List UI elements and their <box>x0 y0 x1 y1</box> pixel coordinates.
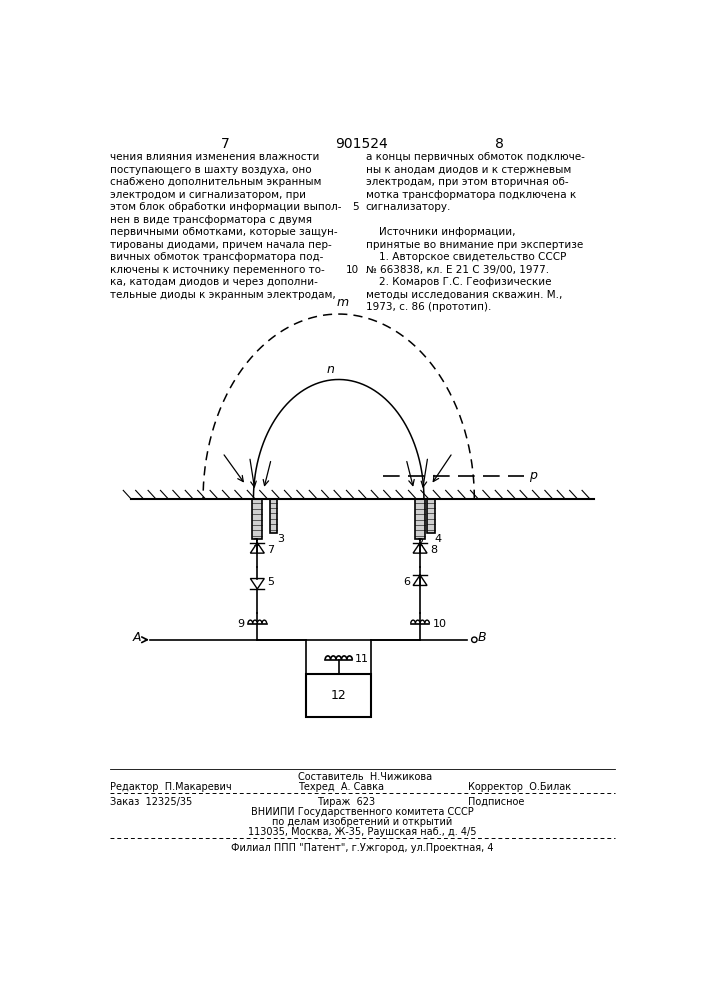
Polygon shape <box>250 579 264 589</box>
Text: тированы диодами, причем начала пер-: тированы диодами, причем начала пер- <box>110 240 332 250</box>
Text: мотка трансформатора подключена к: мотка трансформатора подключена к <box>366 190 576 200</box>
Text: 7: 7 <box>221 137 230 151</box>
Text: 9: 9 <box>237 619 244 629</box>
Text: B: B <box>477 631 486 644</box>
Polygon shape <box>413 543 427 553</box>
Text: по делам изобретений и открытий: по делам изобретений и открытий <box>271 817 452 827</box>
Text: вичных обмоток трансформатора под-: вичных обмоток трансформатора под- <box>110 252 323 262</box>
Text: 113035, Москва, Ж-35, Раушская наб., д. 4/5: 113035, Москва, Ж-35, Раушская наб., д. … <box>247 827 477 837</box>
Text: Филиал ППП "Патент", г.Ужгород, ул.Проектная, 4: Филиал ППП "Патент", г.Ужгород, ул.Проек… <box>230 843 493 853</box>
Text: Подписное: Подписное <box>468 797 525 807</box>
Text: ВНИИПИ Государственного комитета СССР: ВНИИПИ Государственного комитета СССР <box>250 807 473 817</box>
Text: а концы первичных обмоток подключе-: а концы первичных обмоток подключе- <box>366 152 585 162</box>
Text: Заказ  12325/35: Заказ 12325/35 <box>110 797 192 807</box>
Text: Источники информации,: Источники информации, <box>366 227 515 237</box>
Text: 8: 8 <box>495 137 503 151</box>
Text: 7: 7 <box>267 545 274 555</box>
Text: 10: 10 <box>345 265 358 275</box>
Polygon shape <box>413 575 427 585</box>
Text: 1973, с. 86 (прототип).: 1973, с. 86 (прототип). <box>366 302 491 312</box>
Text: 1. Авторское свидетельство СССР: 1. Авторское свидетельство СССР <box>366 252 566 262</box>
Text: первичными обмотками, которые защун-: первичными обмотками, которые защун- <box>110 227 338 237</box>
Text: ключены к источнику переменного то-: ключены к источнику переменного то- <box>110 265 325 275</box>
Text: 901524: 901524 <box>336 137 388 151</box>
Text: 2: 2 <box>416 538 423 548</box>
Text: Редактор  П.Макаревич: Редактор П.Макаревич <box>110 782 232 792</box>
Text: ны к анодам диодов и к стержневым: ны к анодам диодов и к стержневым <box>366 165 571 175</box>
Text: снабжено дополнительным экранным: снабжено дополнительным экранным <box>110 177 322 187</box>
Text: Техред  А. Савка: Техред А. Савка <box>298 782 384 792</box>
Text: нен в виде трансформатора с двумя: нен в виде трансформатора с двумя <box>110 215 312 225</box>
Bar <box>427 499 435 533</box>
Text: m: m <box>337 296 349 309</box>
Text: 11: 11 <box>355 654 368 664</box>
Text: 10: 10 <box>433 619 447 629</box>
Text: 1: 1 <box>253 538 260 548</box>
Text: электродам, при этом вторичная об-: электродам, при этом вторичная об- <box>366 177 568 187</box>
Text: n: n <box>327 363 335 376</box>
Text: ка, катодам диодов и через дополни-: ка, катодам диодов и через дополни- <box>110 277 318 287</box>
Text: тельные диоды к экранным электродам,: тельные диоды к экранным электродам, <box>110 290 336 300</box>
Text: A: A <box>133 631 141 644</box>
Text: 4: 4 <box>434 534 441 544</box>
Bar <box>252 499 262 539</box>
Text: методы исследования скважин. М.,: методы исследования скважин. М., <box>366 290 562 300</box>
Text: электродом и сигнализатором, при: электродом и сигнализатором, при <box>110 190 306 200</box>
Text: 5: 5 <box>267 577 274 587</box>
Text: принятые во внимание при экспертизе: принятые во внимание при экспертизе <box>366 240 583 250</box>
Text: 12: 12 <box>331 689 346 702</box>
Text: Составитель  Н.Чижикова: Составитель Н.Чижикова <box>298 772 432 782</box>
Text: 5: 5 <box>352 202 359 212</box>
Text: Корректор  О.Билак: Корректор О.Билак <box>468 782 571 792</box>
Text: чения влияния изменения влажности: чения влияния изменения влажности <box>110 152 320 162</box>
Text: p: p <box>529 469 537 482</box>
Text: этом блок обработки информации выпол-: этом блок обработки информации выпол- <box>110 202 341 212</box>
Bar <box>415 499 425 539</box>
Text: 3: 3 <box>277 534 284 544</box>
Text: Тираж  623: Тираж 623 <box>317 797 375 807</box>
Text: 8: 8 <box>430 545 437 555</box>
Bar <box>306 674 371 717</box>
Text: 2. Комаров Г.С. Геофизические: 2. Комаров Г.С. Геофизические <box>366 277 551 287</box>
Text: поступающего в шахту воздуха, оно: поступающего в шахту воздуха, оно <box>110 165 312 175</box>
Text: 6: 6 <box>403 577 410 587</box>
Polygon shape <box>250 543 264 553</box>
Text: № 663838, кл. Е 21 С 39/00, 1977.: № 663838, кл. Е 21 С 39/00, 1977. <box>366 265 549 275</box>
Text: сигнализатору.: сигнализатору. <box>366 202 451 212</box>
Bar <box>270 499 277 533</box>
